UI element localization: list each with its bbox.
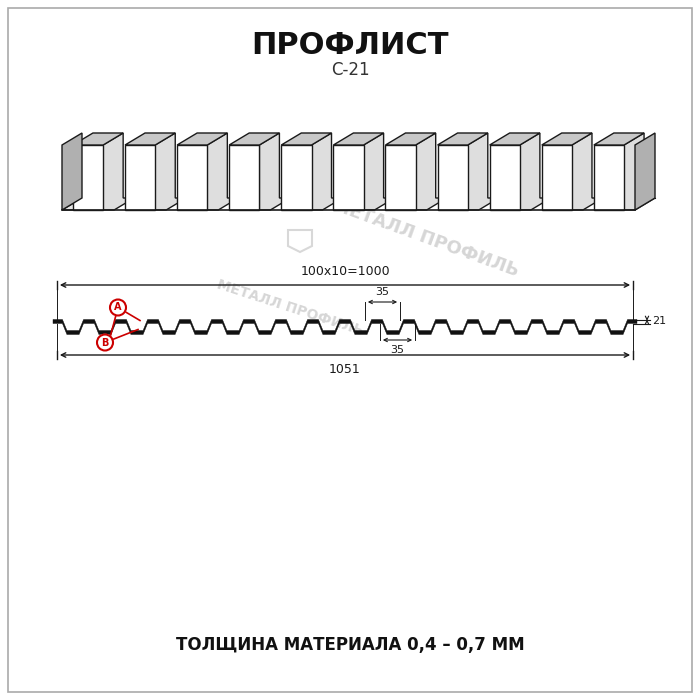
Polygon shape bbox=[177, 133, 228, 145]
Text: 100х10=1000: 100х10=1000 bbox=[300, 265, 390, 278]
Polygon shape bbox=[312, 133, 342, 210]
Polygon shape bbox=[103, 133, 134, 210]
Text: 21: 21 bbox=[652, 316, 666, 326]
Text: С-21: С-21 bbox=[330, 61, 370, 79]
Polygon shape bbox=[542, 133, 592, 145]
Text: ПРОФЛИСТ: ПРОФЛИСТ bbox=[251, 31, 449, 60]
Polygon shape bbox=[73, 133, 123, 145]
Polygon shape bbox=[594, 145, 624, 210]
Polygon shape bbox=[438, 145, 468, 210]
Polygon shape bbox=[490, 133, 540, 145]
Polygon shape bbox=[155, 133, 186, 210]
Polygon shape bbox=[53, 319, 637, 335]
Polygon shape bbox=[386, 145, 416, 210]
Polygon shape bbox=[490, 145, 520, 210]
Polygon shape bbox=[229, 133, 279, 145]
Polygon shape bbox=[62, 133, 82, 210]
Polygon shape bbox=[594, 133, 644, 145]
Polygon shape bbox=[363, 133, 395, 210]
Polygon shape bbox=[386, 133, 435, 145]
Polygon shape bbox=[260, 133, 290, 210]
Polygon shape bbox=[468, 133, 498, 210]
Polygon shape bbox=[73, 145, 103, 210]
Polygon shape bbox=[520, 133, 551, 210]
Text: ТОЛЩИНА МАТЕРИАЛА 0,4 – 0,7 ММ: ТОЛЩИНА МАТЕРИАЛА 0,4 – 0,7 ММ bbox=[176, 636, 524, 654]
Polygon shape bbox=[62, 198, 93, 210]
Polygon shape bbox=[125, 145, 155, 210]
Polygon shape bbox=[177, 145, 207, 210]
Polygon shape bbox=[542, 145, 572, 210]
Polygon shape bbox=[333, 133, 384, 145]
Polygon shape bbox=[624, 133, 655, 210]
Polygon shape bbox=[333, 145, 363, 210]
Polygon shape bbox=[125, 133, 175, 145]
Polygon shape bbox=[207, 133, 238, 210]
Text: B: B bbox=[102, 337, 108, 347]
Polygon shape bbox=[635, 133, 655, 210]
Text: 1051: 1051 bbox=[329, 363, 361, 376]
Text: 35: 35 bbox=[391, 345, 405, 355]
Polygon shape bbox=[281, 133, 332, 145]
Text: МЕТАЛЛ ПРОФИЛЬ: МЕТАЛЛ ПРОФИЛЬ bbox=[215, 278, 365, 338]
Polygon shape bbox=[572, 133, 603, 210]
Polygon shape bbox=[416, 133, 447, 210]
Text: МЕТАЛЛ ПРОФИЛЬ: МЕТАЛЛ ПРОФИЛЬ bbox=[330, 196, 522, 280]
Circle shape bbox=[110, 300, 126, 316]
Polygon shape bbox=[281, 145, 312, 210]
Polygon shape bbox=[229, 145, 260, 210]
Text: A: A bbox=[114, 302, 122, 312]
Polygon shape bbox=[438, 133, 488, 145]
Circle shape bbox=[97, 335, 113, 351]
Text: 35: 35 bbox=[375, 287, 389, 297]
